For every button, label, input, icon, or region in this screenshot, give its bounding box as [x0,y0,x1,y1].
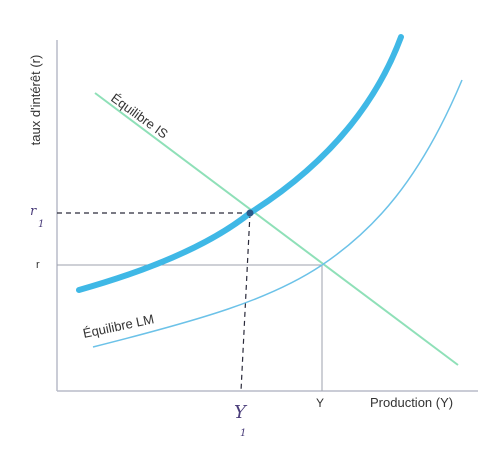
y-axis-label: taux d'intérêt (r) [28,55,43,146]
y1-dashed-line [240,212,251,392]
y-tick-label: Y [316,396,324,410]
is-curve-label: Équilibre IS [108,90,171,141]
is-curve [94,92,459,366]
x-axis-label: Production (Y) [370,395,453,410]
y1-subscript: 1 [240,428,246,439]
lm-curve-shifted [76,34,404,293]
r-tick-label: r [36,259,40,271]
r1-letter: r [30,204,37,219]
r1-subscript: 1 [38,219,44,230]
lm-curve-original [92,79,463,348]
equilibrium-point-1 [246,209,254,217]
y1-letter: Y [234,402,248,423]
lm-curve-label: Équilibre LM [82,311,156,341]
